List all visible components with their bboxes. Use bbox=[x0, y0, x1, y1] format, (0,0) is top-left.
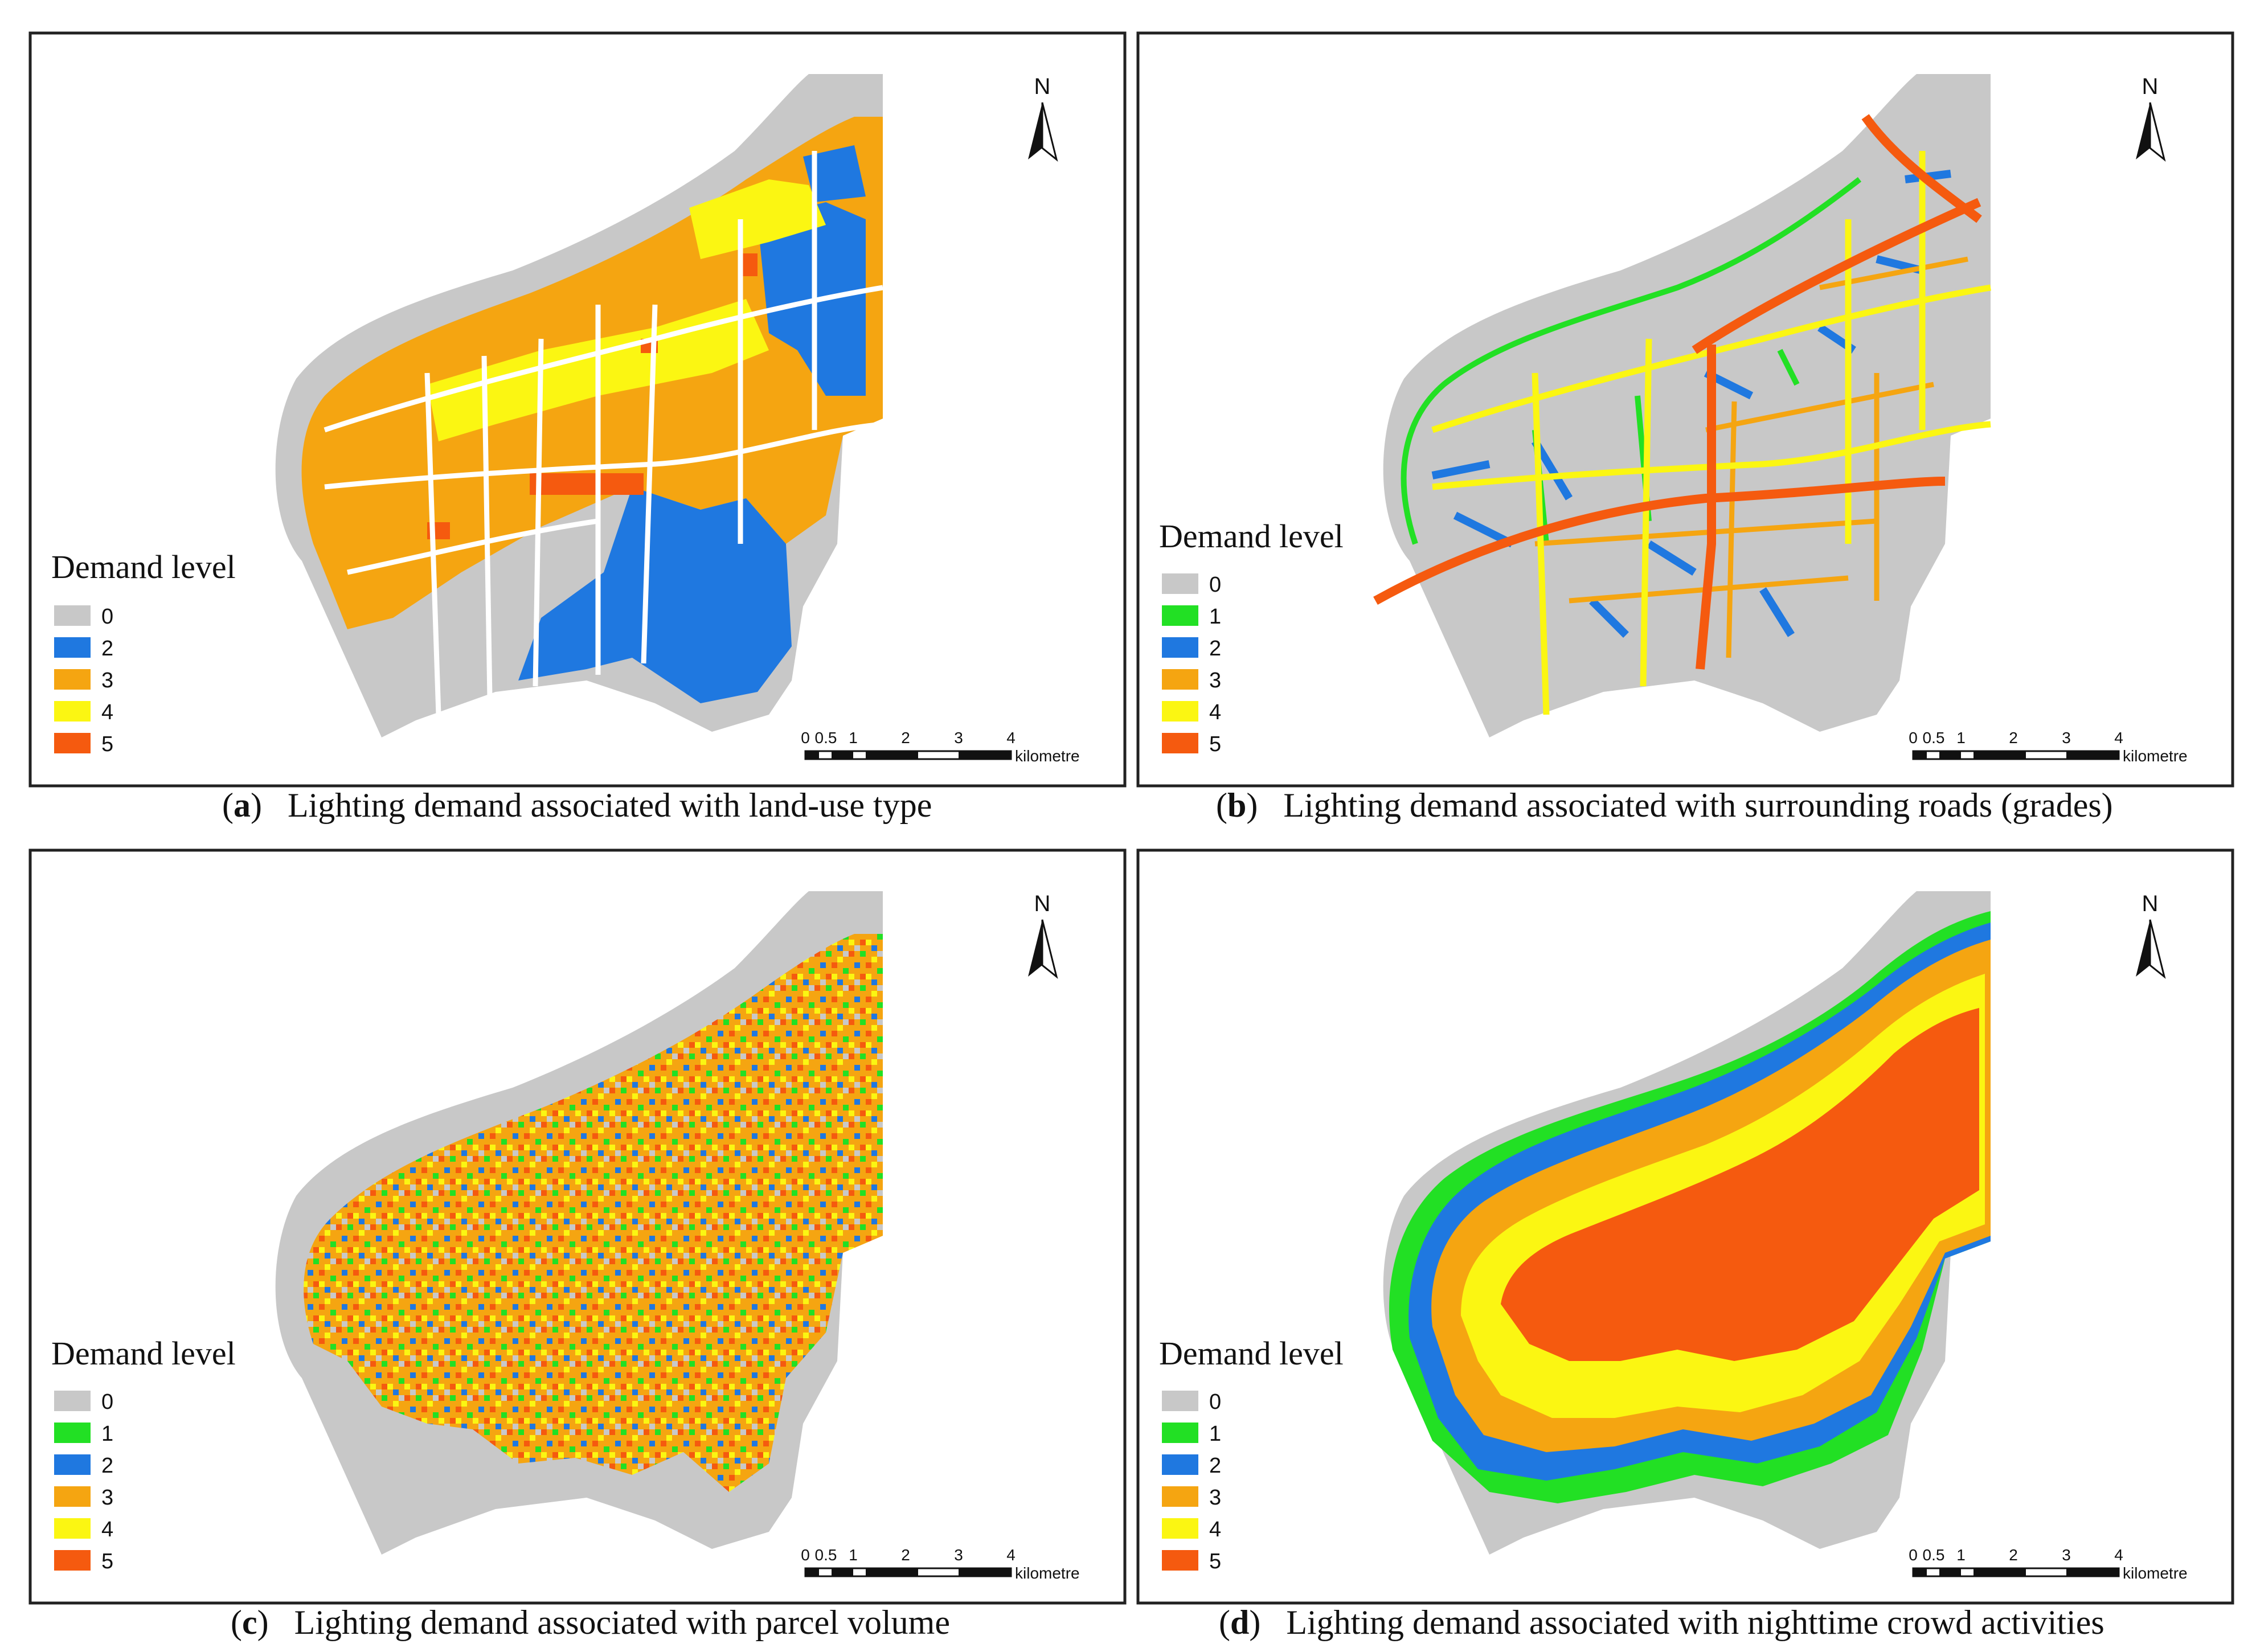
svg-text:kilometre: kilometre bbox=[2123, 747, 2188, 765]
svg-text:5: 5 bbox=[1209, 732, 1221, 756]
svg-text:2: 2 bbox=[2009, 1546, 2018, 1564]
svg-text:1: 1 bbox=[1209, 605, 1221, 629]
caption-a: (a) Lighting demand associated with land… bbox=[222, 786, 932, 824]
svg-text:3: 3 bbox=[2062, 729, 2071, 747]
svg-text:2: 2 bbox=[2009, 729, 2018, 747]
svg-text:kilometre: kilometre bbox=[2123, 1564, 2188, 1582]
svg-text:4: 4 bbox=[1209, 700, 1221, 724]
caption-b: (b) Lighting demand associated with surr… bbox=[1216, 786, 2113, 824]
svg-text:3: 3 bbox=[954, 1546, 963, 1564]
svg-text:4: 4 bbox=[2114, 1546, 2123, 1564]
svg-text:3: 3 bbox=[101, 1486, 113, 1510]
svg-text:4: 4 bbox=[1006, 1546, 1016, 1564]
svg-text:3: 3 bbox=[1209, 1486, 1221, 1510]
svg-text:4: 4 bbox=[1006, 729, 1016, 747]
svg-text:N: N bbox=[2142, 891, 2159, 916]
map-panel-a: N 0 0.5 1 2 3 4 kilometre Demand level 0… bbox=[28, 31, 1128, 789]
legend: Demand level 0 1 2 3 4 5 bbox=[51, 1335, 236, 1573]
svg-text:5: 5 bbox=[101, 1549, 113, 1573]
svg-text:2: 2 bbox=[1209, 637, 1221, 661]
svg-text:2: 2 bbox=[901, 1546, 910, 1564]
north-arrow: N bbox=[2136, 74, 2166, 162]
scale-bar: 0 0.5 1 2 3 4 kilometre bbox=[1909, 729, 2187, 765]
svg-text:N: N bbox=[1034, 891, 1051, 916]
svg-text:0: 0 bbox=[1909, 1546, 1918, 1564]
svg-text:0.5: 0.5 bbox=[815, 1546, 837, 1564]
scale-bar: 0 0.5 1 2 3 4 kilometre bbox=[801, 1546, 1079, 1582]
map-panel-b: N 0 0.5 1 2 3 4 kilometre Demand level 0… bbox=[1136, 31, 2235, 789]
map-frame bbox=[1136, 848, 2234, 1605]
svg-text:0.5: 0.5 bbox=[815, 729, 837, 747]
svg-text:0.5: 0.5 bbox=[1923, 1546, 1945, 1564]
svg-text:3: 3 bbox=[101, 669, 113, 692]
scale-bar: 0 0.5 1 2 3 4 kilometre bbox=[1909, 1546, 2187, 1582]
north-arrow: N bbox=[2136, 891, 2166, 979]
svg-text:5: 5 bbox=[1209, 1549, 1221, 1573]
svg-text:kilometre: kilometre bbox=[1015, 747, 1080, 765]
svg-text:2: 2 bbox=[901, 729, 910, 747]
legend: Demand level 0 1 2 3 4 5 bbox=[1159, 1335, 1344, 1573]
svg-text:Demand level: Demand level bbox=[51, 1335, 236, 1372]
svg-text:0: 0 bbox=[1209, 1390, 1221, 1414]
svg-text:kilometre: kilometre bbox=[1015, 1564, 1080, 1582]
map-a-svg: N 0 0.5 1 2 3 4 kilometre Demand level 0… bbox=[28, 31, 1127, 788]
svg-text:N: N bbox=[1034, 74, 1051, 99]
svg-text:3: 3 bbox=[1209, 669, 1221, 692]
svg-text:1: 1 bbox=[849, 729, 858, 747]
svg-text:1: 1 bbox=[1956, 729, 1966, 747]
svg-text:0: 0 bbox=[1209, 573, 1221, 597]
svg-text:1: 1 bbox=[101, 1422, 113, 1446]
svg-text:N: N bbox=[2142, 74, 2159, 99]
svg-text:5: 5 bbox=[101, 732, 113, 756]
svg-text:0: 0 bbox=[101, 1390, 113, 1414]
svg-text:3: 3 bbox=[954, 729, 963, 747]
svg-text:4: 4 bbox=[1209, 1518, 1221, 1542]
svg-text:2: 2 bbox=[101, 637, 113, 661]
caption-d: (d) Lighting demand associated with nigh… bbox=[1219, 1604, 2104, 1641]
svg-text:1: 1 bbox=[849, 1546, 858, 1564]
legend: Demand level 0 2 3 4 5 bbox=[51, 548, 236, 756]
svg-text:0: 0 bbox=[801, 1546, 810, 1564]
district-shape bbox=[275, 891, 883, 1555]
svg-text:Demand level: Demand level bbox=[1159, 518, 1344, 555]
svg-text:2: 2 bbox=[1209, 1454, 1221, 1478]
map-panel-c: N 0 0.5 1 2 3 4 kilometre Demand level 0… bbox=[28, 848, 1128, 1606]
map-frame bbox=[1136, 31, 2234, 788]
svg-text:4: 4 bbox=[101, 700, 113, 724]
map-panel-d: N 0 0.5 1 2 3 4 kilometre Demand level 0… bbox=[1136, 848, 2235, 1606]
legend: Demand level 0 1 2 3 4 5 bbox=[1159, 518, 1344, 756]
svg-text:4: 4 bbox=[2114, 729, 2123, 747]
svg-text:1: 1 bbox=[1956, 1546, 1966, 1564]
map-d-svg: N 0 0.5 1 2 3 4 kilometre Demand level 0… bbox=[1136, 848, 2234, 1605]
map-frame bbox=[28, 848, 1127, 1605]
svg-text:Demand level: Demand level bbox=[1159, 1335, 1344, 1372]
svg-text:4: 4 bbox=[101, 1518, 113, 1542]
svg-text:1: 1 bbox=[1209, 1422, 1221, 1446]
svg-text:2: 2 bbox=[101, 1454, 113, 1478]
district-shape bbox=[1383, 891, 1991, 1555]
svg-text:0: 0 bbox=[1909, 729, 1918, 747]
north-arrow: N bbox=[1028, 891, 1058, 979]
caption-c: (c) Lighting demand associated with parc… bbox=[231, 1604, 950, 1641]
map-frame bbox=[28, 31, 1127, 788]
svg-text:Demand level: Demand level bbox=[51, 548, 236, 585]
svg-text:3: 3 bbox=[2062, 1546, 2071, 1564]
svg-text:0: 0 bbox=[801, 729, 810, 747]
svg-text:0: 0 bbox=[101, 605, 113, 629]
svg-text:0.5: 0.5 bbox=[1923, 729, 1945, 747]
district-shape bbox=[1373, 74, 1991, 737]
map-c-svg: N 0 0.5 1 2 3 4 kilometre Demand level 0… bbox=[28, 848, 1127, 1605]
scale-bar: 0 0.5 1 2 3 4 kilometre bbox=[801, 729, 1079, 765]
map-b-svg: N 0 0.5 1 2 3 4 kilometre Demand level 0… bbox=[1136, 31, 2234, 788]
north-arrow: N bbox=[1028, 74, 1058, 162]
district-shape bbox=[275, 74, 883, 737]
